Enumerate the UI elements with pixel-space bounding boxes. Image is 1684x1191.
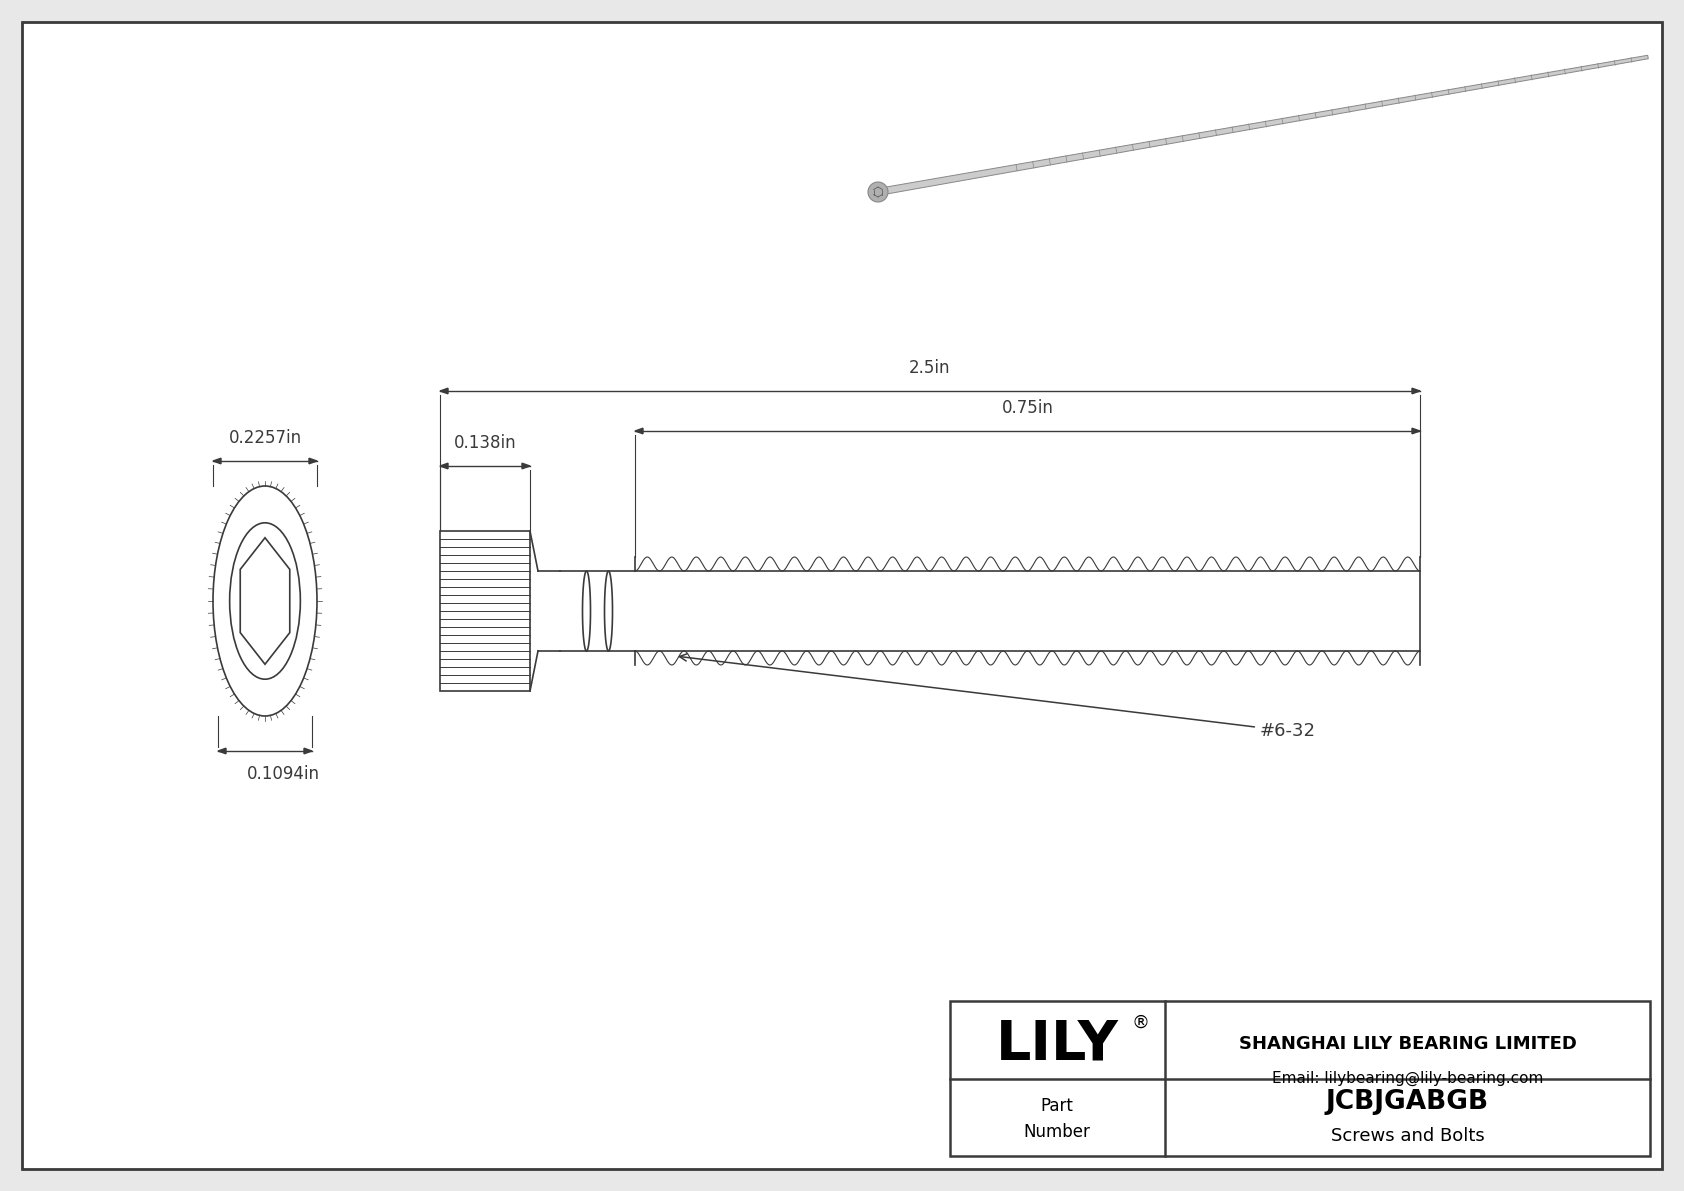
Polygon shape — [217, 748, 226, 754]
Text: 2.5in: 2.5in — [909, 358, 951, 378]
Text: #6-32: #6-32 — [679, 654, 1315, 740]
Text: 0.2257in: 0.2257in — [229, 429, 301, 447]
Text: ®: ® — [1132, 1014, 1148, 1031]
Text: SHANGHAI LILY BEARING LIMITED: SHANGHAI LILY BEARING LIMITED — [1238, 1035, 1576, 1053]
Text: LILY: LILY — [995, 1017, 1118, 1072]
Text: 0.138in: 0.138in — [453, 434, 517, 453]
Text: Email: lilybearing@lily-bearing.com: Email: lilybearing@lily-bearing.com — [1271, 1071, 1543, 1086]
Polygon shape — [877, 55, 1649, 195]
Polygon shape — [212, 459, 221, 463]
Text: Part
Number: Part Number — [1024, 1097, 1091, 1141]
Polygon shape — [440, 388, 448, 394]
Polygon shape — [522, 463, 530, 469]
Polygon shape — [635, 429, 643, 434]
Text: JCBJGABGB: JCBJGABGB — [1325, 1089, 1489, 1115]
Polygon shape — [440, 463, 448, 469]
Polygon shape — [305, 748, 312, 754]
Text: 0.75in: 0.75in — [1002, 399, 1054, 417]
Bar — [440, 531, 530, 691]
Text: 0.1094in: 0.1094in — [246, 765, 320, 782]
Circle shape — [867, 182, 887, 202]
Text: Screws and Bolts: Screws and Bolts — [1330, 1127, 1484, 1145]
Polygon shape — [1411, 388, 1420, 394]
Bar — [950, 1000, 1650, 1156]
Polygon shape — [308, 459, 317, 463]
Polygon shape — [1411, 429, 1420, 434]
